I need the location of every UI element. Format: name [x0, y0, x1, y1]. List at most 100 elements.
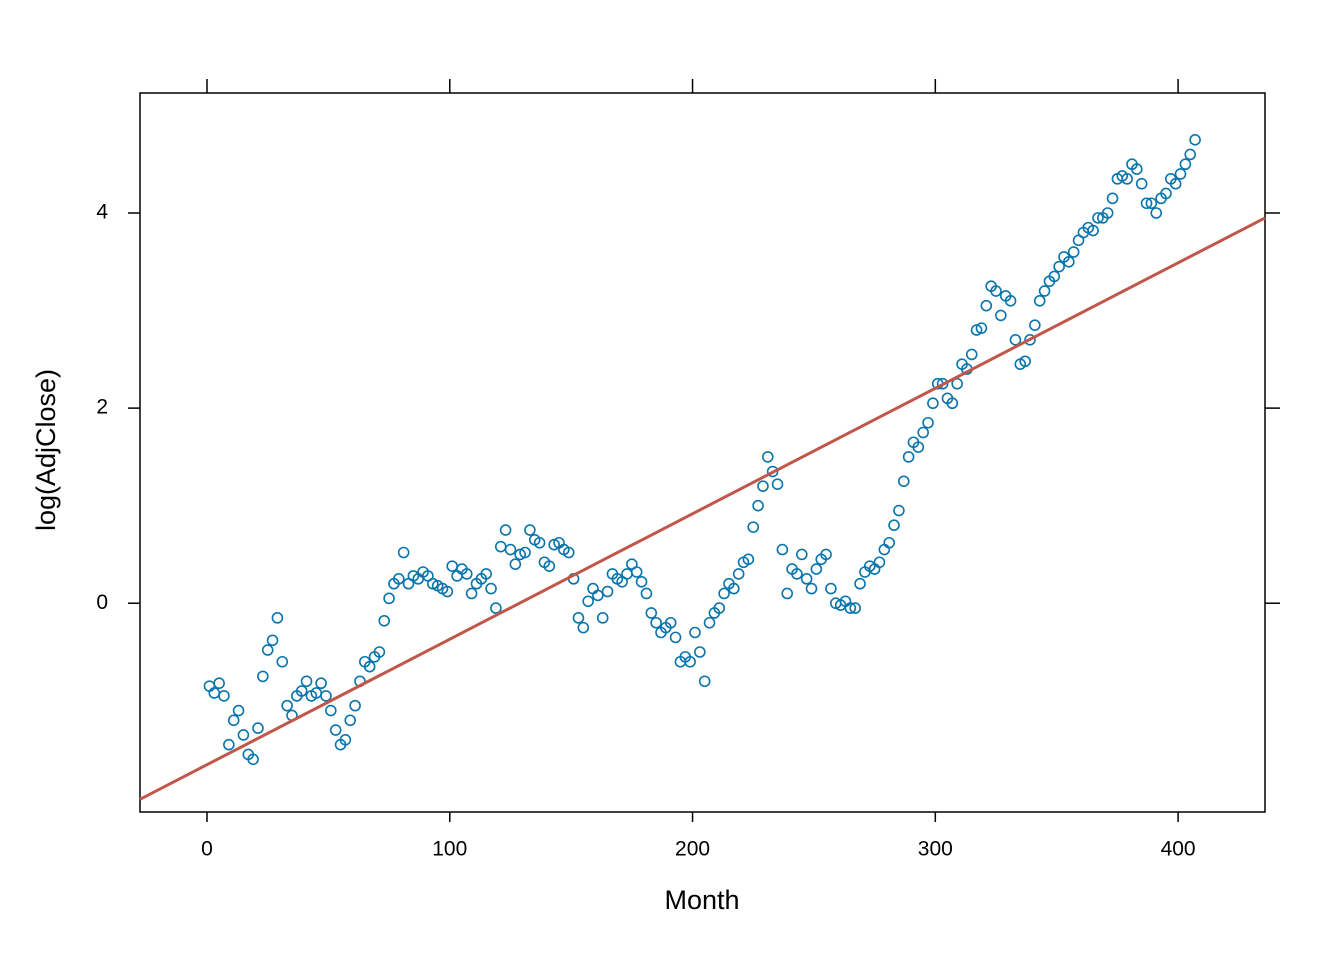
point	[689, 626, 701, 639]
point	[601, 585, 614, 598]
point	[208, 687, 221, 699]
point	[854, 577, 866, 590]
point	[664, 616, 677, 629]
point	[562, 546, 575, 559]
point	[1179, 158, 1192, 171]
point	[232, 704, 245, 717]
y-tick-label: 0	[96, 591, 108, 614]
point	[237, 729, 250, 741]
point	[645, 607, 658, 619]
point	[499, 524, 512, 536]
point	[742, 553, 755, 566]
point	[781, 587, 794, 600]
point	[635, 575, 648, 588]
point	[951, 377, 963, 390]
point	[825, 582, 837, 595]
point	[325, 704, 337, 717]
point	[1101, 207, 1114, 219]
point	[1019, 355, 1031, 368]
point	[1174, 168, 1187, 180]
point	[873, 556, 886, 569]
point	[213, 677, 225, 690]
point	[922, 416, 934, 429]
point	[465, 587, 478, 600]
point	[684, 655, 696, 668]
point	[650, 616, 662, 629]
point	[1121, 173, 1133, 185]
point	[771, 478, 784, 491]
point	[820, 548, 832, 561]
point	[1092, 212, 1104, 224]
point	[630, 566, 643, 578]
point	[266, 634, 279, 647]
point	[800, 573, 813, 585]
point	[392, 573, 405, 585]
point	[524, 524, 536, 536]
point	[276, 655, 289, 668]
point	[315, 677, 327, 690]
point	[485, 582, 497, 595]
point	[300, 675, 313, 688]
point	[1029, 319, 1041, 331]
point	[844, 602, 857, 614]
point	[927, 397, 939, 410]
point	[257, 670, 269, 683]
point	[1135, 177, 1148, 190]
point	[460, 568, 473, 580]
point	[227, 714, 240, 727]
point	[747, 521, 760, 533]
point	[752, 499, 764, 512]
point	[805, 582, 818, 595]
point	[1048, 270, 1061, 283]
point	[1004, 294, 1017, 307]
point	[946, 397, 959, 410]
point	[378, 614, 391, 627]
point	[718, 587, 730, 600]
point	[912, 441, 925, 453]
point	[504, 543, 517, 556]
point	[897, 475, 910, 488]
point	[373, 646, 386, 658]
point	[218, 690, 230, 702]
x-axis-title: Month	[664, 885, 739, 915]
point	[383, 592, 395, 605]
x-tick-label: 100	[432, 838, 467, 861]
point	[519, 546, 531, 559]
point	[640, 587, 653, 600]
point	[203, 680, 216, 692]
point	[320, 690, 332, 702]
point	[339, 734, 352, 746]
x-tick-label: 200	[675, 838, 710, 861]
point	[1184, 148, 1197, 161]
point	[295, 685, 308, 697]
point	[698, 675, 711, 688]
regression-line	[139, 216, 1266, 801]
point	[582, 595, 594, 608]
point	[349, 699, 361, 712]
point	[1140, 197, 1153, 210]
point	[281, 699, 293, 712]
point	[883, 536, 895, 549]
point	[363, 660, 376, 673]
point	[592, 589, 604, 602]
point	[446, 560, 459, 572]
point	[849, 602, 862, 614]
point	[344, 714, 357, 727]
point	[1009, 334, 1022, 346]
point	[936, 377, 949, 390]
point	[1067, 246, 1080, 258]
point	[990, 285, 1002, 297]
point	[1106, 192, 1119, 205]
point	[533, 536, 546, 549]
y-axis-title: log(AdjClose)	[31, 369, 61, 531]
point	[252, 722, 264, 734]
point	[509, 558, 522, 571]
point	[795, 548, 808, 561]
point	[490, 602, 502, 614]
point	[247, 753, 259, 766]
point	[694, 646, 706, 658]
point	[261, 644, 274, 656]
x-tick-label: 300	[918, 838, 953, 861]
point	[223, 738, 235, 751]
